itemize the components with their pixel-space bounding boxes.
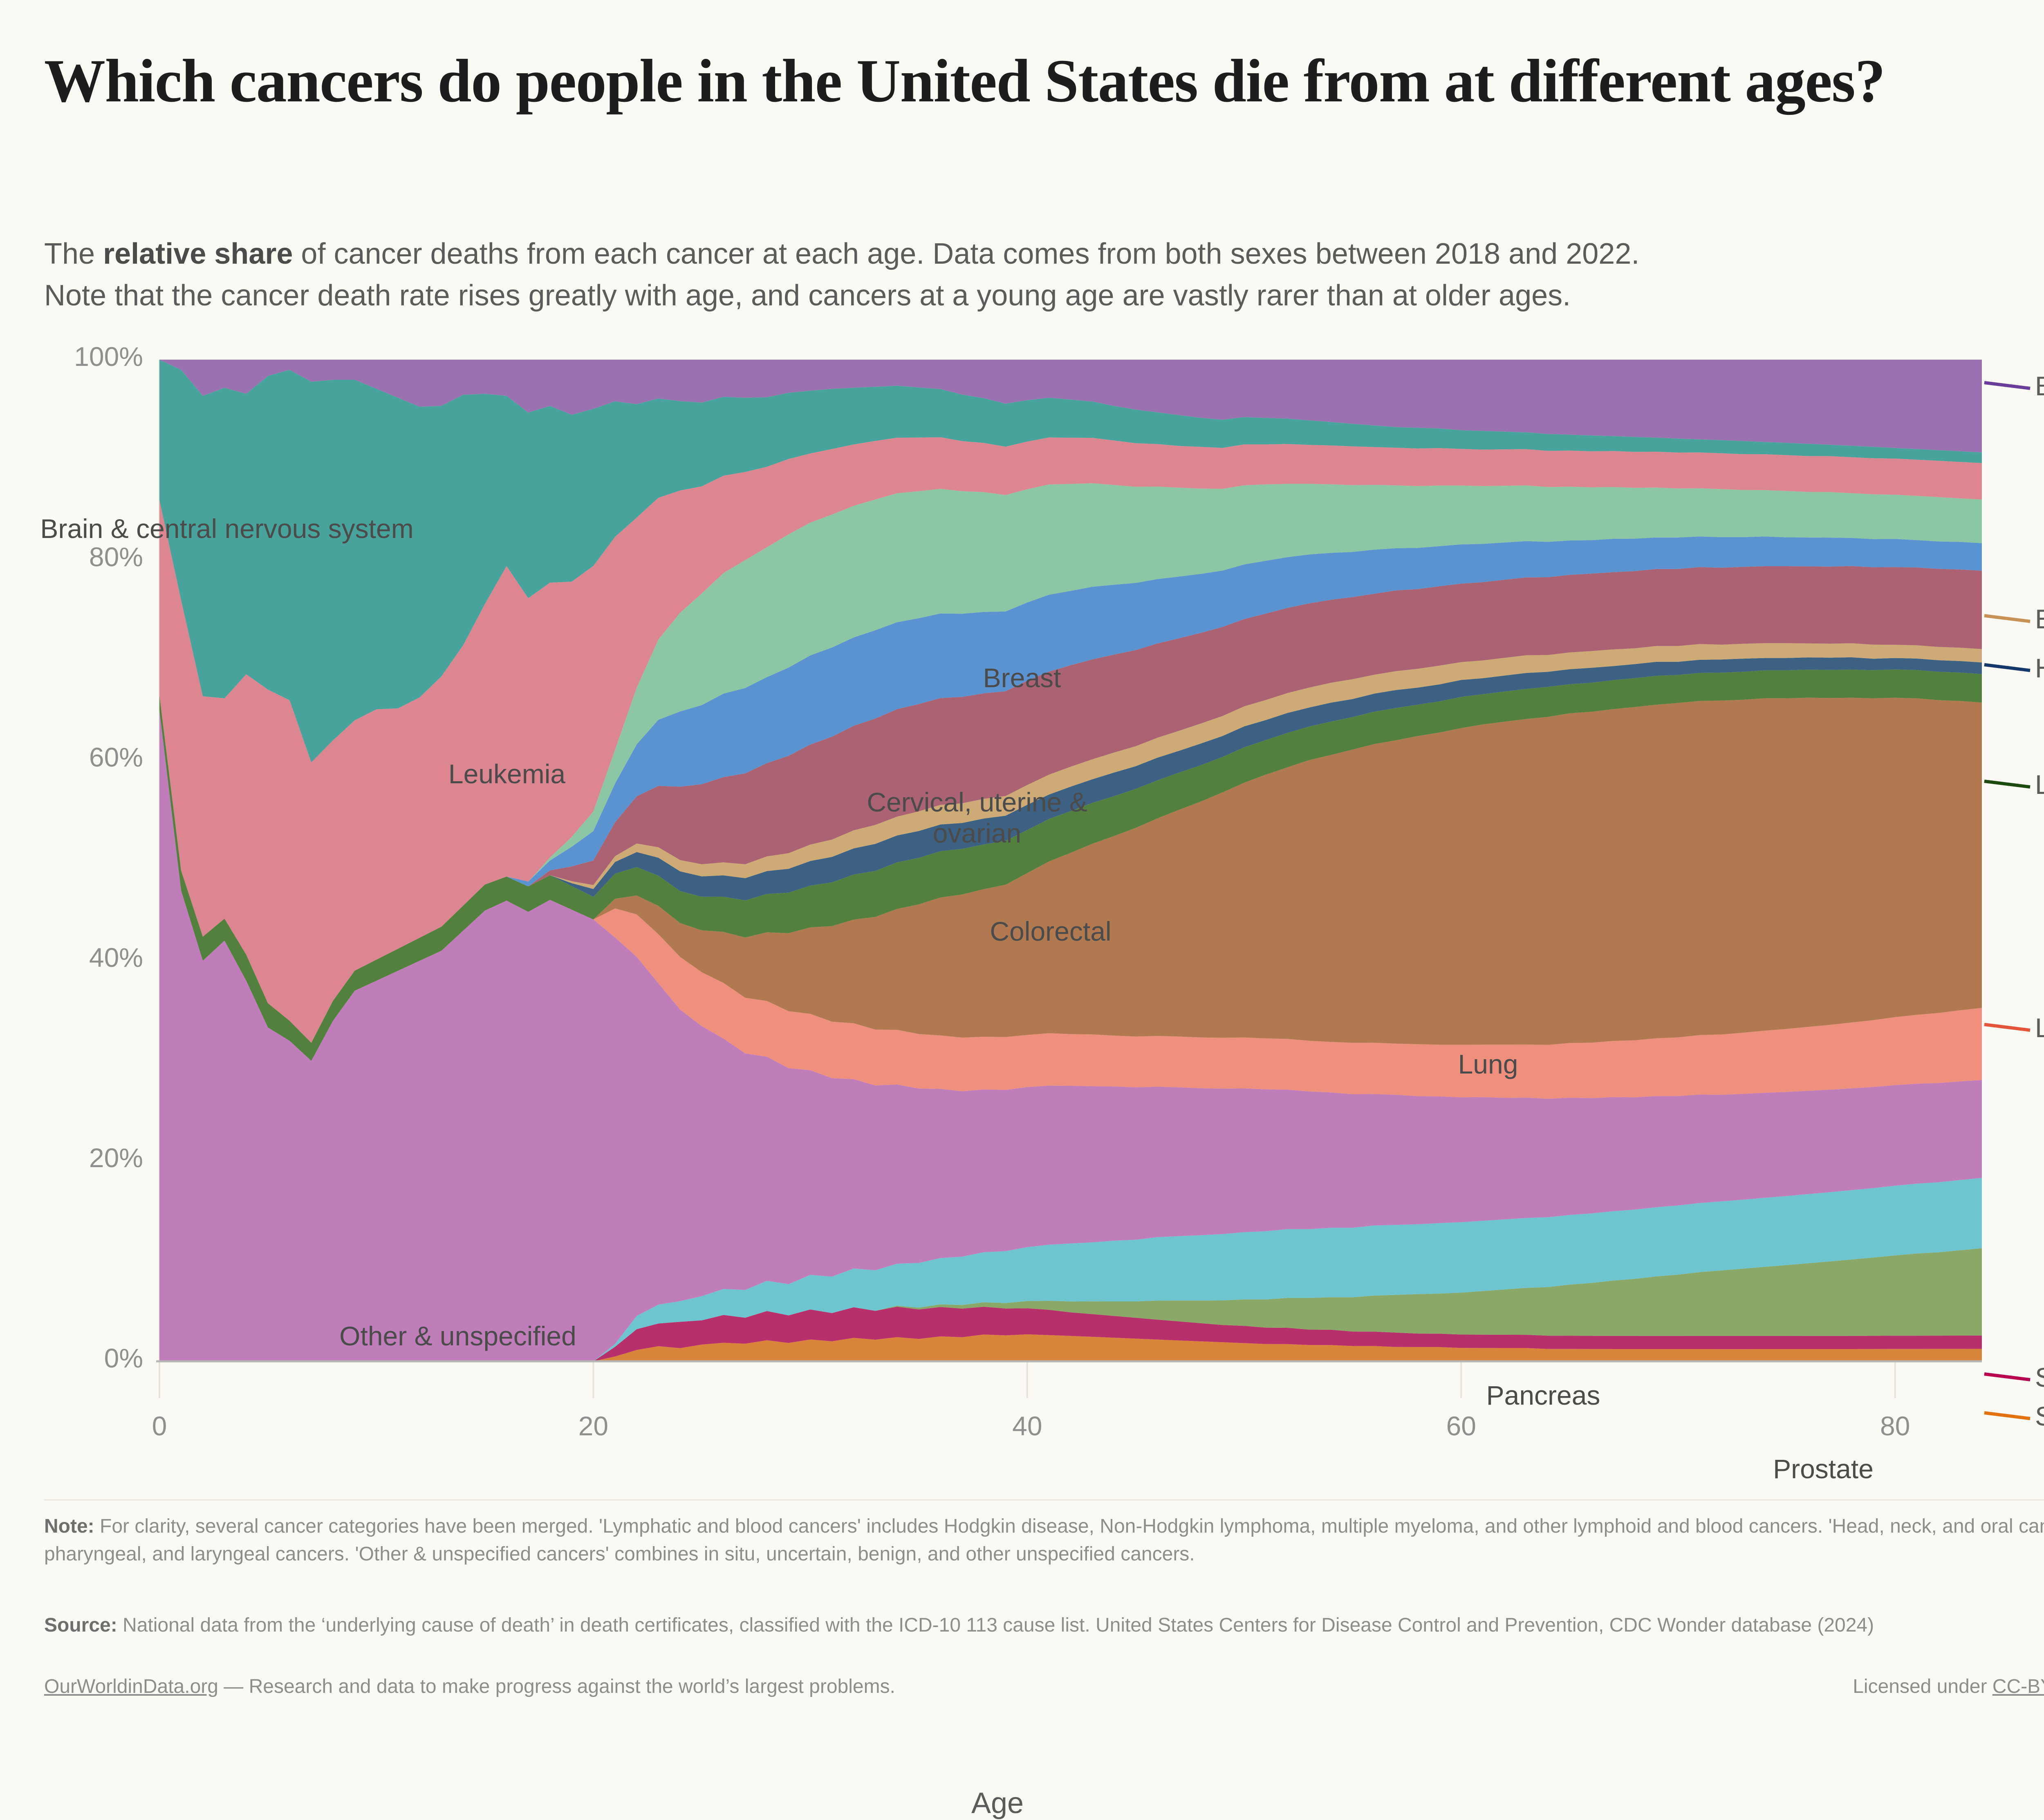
y-tick-40: 40% bbox=[89, 942, 143, 973]
area-series-skin[interactable] bbox=[159, 1307, 1982, 1361]
legend-label-bladder-kidney[interactable]: Bladder & kidney bbox=[2035, 370, 2044, 401]
legend-label-stomach[interactable]: Stomach bbox=[2035, 1401, 2044, 1432]
source-label: Source: bbox=[44, 1614, 117, 1636]
subtitle-rest: of cancer deaths from each cancer at eac… bbox=[293, 238, 1640, 270]
x-tick-0: 0 bbox=[152, 1411, 167, 1441]
legend-connector-bladder-kidney bbox=[1984, 381, 2031, 390]
stacked-area-chart: 0% 20% 40% 60% 80% 100% 0 20 40 60 80 Brain & cen… bbox=[0, 339, 2044, 1820]
area-series-cervical-uterine-ovarian[interactable] bbox=[159, 536, 1982, 1043]
legend-connector-esophageal bbox=[1984, 614, 2031, 623]
site-tagline: — Research and data to make progress aga… bbox=[218, 1676, 895, 1697]
area-series-other-unspecified[interactable] bbox=[159, 710, 1982, 1362]
legend-connector-liver bbox=[1984, 780, 2031, 789]
area-series-prostate[interactable] bbox=[159, 1248, 1982, 1361]
legend-label-liver[interactable]: Liver bbox=[2035, 769, 2044, 800]
subtitle-lead: The bbox=[44, 238, 103, 270]
area-series-bladder-kidney[interactable] bbox=[159, 360, 1982, 453]
page-title: Which cancers do people in the United St… bbox=[44, 47, 1885, 115]
x-axis-title: Age bbox=[971, 1787, 1024, 1820]
area-series-lymphatic-blood[interactable] bbox=[159, 710, 1982, 1099]
legend-connector-skin bbox=[1984, 1372, 2031, 1381]
note-label: Note: bbox=[44, 1515, 94, 1537]
chart-plot-svg bbox=[156, 359, 2031, 1420]
area-series-brain-central-nervous-system[interactable] bbox=[159, 360, 1982, 762]
y-tick-100: 100% bbox=[74, 341, 143, 372]
x-tick-80: 80 bbox=[1880, 1411, 1910, 1441]
series-label-prostate: Prostate bbox=[1773, 1454, 1874, 1484]
footer-divider bbox=[44, 1499, 2044, 1500]
cc-by-link[interactable]: CC-BY bbox=[1992, 1676, 2044, 1697]
series-label-colorectal: Colorectal bbox=[990, 916, 1112, 946]
series-label-other-unspecified: Other & unspecified bbox=[339, 1321, 576, 1351]
series-label-cervical-uterine-ovarian: Cervical, uterine & ovarian bbox=[867, 787, 1087, 848]
legend-connector-lines bbox=[1984, 381, 2031, 1420]
x-tick-20: 20 bbox=[578, 1411, 609, 1441]
footer-bar: OurWorldinData.org — Research and data t… bbox=[44, 1673, 2044, 1701]
area-series-group bbox=[159, 360, 1982, 1361]
area-series-colorectal[interactable] bbox=[159, 566, 1982, 1043]
subtitle-emphasis: relative share bbox=[103, 238, 293, 270]
subtitle-line2: Note that the cancer death rate rises gr… bbox=[44, 279, 1571, 312]
legend-connector-lymphatic-blood bbox=[1984, 1023, 2031, 1032]
y-tick-60: 60% bbox=[89, 742, 143, 772]
y-tick-80: 80% bbox=[89, 542, 143, 572]
y-tick-0: 0% bbox=[104, 1343, 143, 1373]
area-series-leukemia[interactable] bbox=[159, 437, 1982, 1043]
series-label-brain-central-nervous-system: Brain & central nervous system bbox=[40, 513, 414, 544]
footer-source: Source: National data from the ‘underlyi… bbox=[44, 1612, 2044, 1639]
legend-connector-stomach bbox=[1984, 1411, 2031, 1420]
series-label-pancreas: Pancreas bbox=[1486, 1380, 1600, 1410]
area-series-lung[interactable] bbox=[159, 697, 1982, 1061]
legend-label-head-neck-oral[interactable]: Head, neck & oral bbox=[2035, 652, 2044, 684]
license-prefix: Licensed under bbox=[1853, 1676, 1992, 1697]
legend-label-skin[interactable]: Skin bbox=[2035, 1362, 2044, 1393]
series-label-leukemia: Leukemia bbox=[448, 759, 566, 789]
chart-header: Which cancers do people in the United St… bbox=[0, 0, 2044, 360]
x-tick-60: 60 bbox=[1446, 1411, 1476, 1441]
area-series-stomach[interactable] bbox=[159, 1334, 1982, 1361]
owid-site-link[interactable]: OurWorldinData.org bbox=[44, 1676, 218, 1697]
note-text: For clarity, several cancer categories h… bbox=[44, 1515, 2044, 1565]
series-label-lung: Lung bbox=[1458, 1049, 1518, 1079]
legend-label-lymphatic-blood[interactable]: Lymphatic & blood bbox=[2035, 1013, 2044, 1043]
chart-subtitle: The relative share of cancer deaths from… bbox=[44, 233, 2044, 316]
series-label-breast: Breast bbox=[983, 663, 1061, 693]
y-tick-20: 20% bbox=[89, 1143, 143, 1173]
license-text: Licensed under CC-BY by the author Salon… bbox=[1853, 1673, 2044, 1701]
area-series-pancreas[interactable] bbox=[159, 1178, 1982, 1361]
legend-label-esophageal[interactable]: Esophageal bbox=[2035, 603, 2044, 634]
x-tick-40: 40 bbox=[1012, 1411, 1042, 1441]
footer-note: Note: For clarity, several cancer catego… bbox=[44, 1513, 2044, 1568]
source-text: National data from the ‘underlying cause… bbox=[117, 1614, 1874, 1636]
legend-connector-head-neck-oral bbox=[1984, 663, 2031, 672]
